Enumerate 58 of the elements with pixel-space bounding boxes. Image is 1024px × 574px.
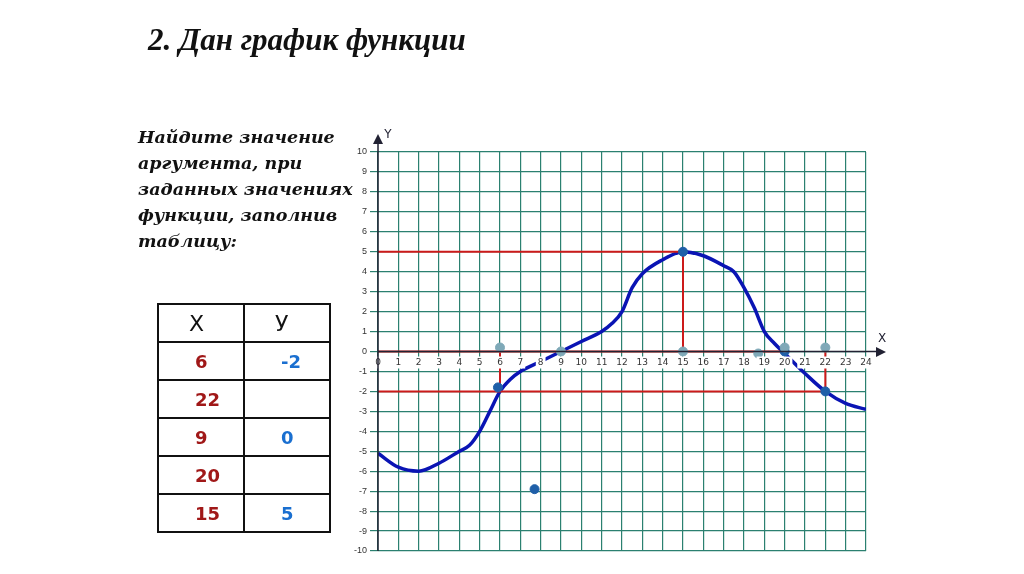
chart-title: 2. Дан график функции xyxy=(148,22,466,58)
y-tick-label: 1 xyxy=(361,326,367,337)
x-tick-label: 15 xyxy=(677,356,689,367)
y-tick-label: -1 xyxy=(358,365,367,376)
y-tick-label: 7 xyxy=(361,206,367,217)
x-tick-label: 12 xyxy=(616,356,628,367)
text: 20 xyxy=(158,456,244,494)
y-tick-label: 6 xyxy=(361,226,367,237)
text: 15 xyxy=(158,494,244,532)
x-tick-label: 10 xyxy=(575,356,588,367)
y-tick-label: -3 xyxy=(358,405,367,416)
y-tick-label: -2 xyxy=(358,385,367,396)
x-tick-label: 7 xyxy=(517,356,524,367)
x-tick-label: 4 xyxy=(456,356,463,367)
y-tick-label: 2 xyxy=(361,306,367,317)
x-tick-label: 8 xyxy=(537,356,544,367)
y-tick-label: 10 xyxy=(356,146,367,157)
x-tick-label: 24 xyxy=(860,356,872,367)
x-tick-label: 6 xyxy=(497,356,504,367)
y-tick-label: 0 xyxy=(361,345,367,356)
x-tick-label: 1 xyxy=(395,356,402,367)
y-tick-label: -9 xyxy=(358,525,367,536)
x-tick-label: 13 xyxy=(636,356,649,367)
x-tick-label: 3 xyxy=(436,356,442,367)
y-tick-label: -10 xyxy=(353,545,367,556)
text: 22 xyxy=(158,380,244,418)
text: У xyxy=(244,304,330,342)
x-tick-label: 14 xyxy=(656,356,669,367)
y-axis-title: Y xyxy=(383,127,393,141)
text: 9 xyxy=(158,418,244,456)
y-tick-label: 9 xyxy=(361,166,367,177)
y-tick-label: 4 xyxy=(361,266,367,277)
y-tick-label: -5 xyxy=(358,445,367,456)
text: Найдите значение аргумента, при заданных значениях функции, заполнив таблицу: xyxy=(138,127,353,251)
y-tick-label: 3 xyxy=(361,286,367,297)
x-tick-label: 23 xyxy=(839,356,852,367)
text: -2 xyxy=(244,342,330,380)
text: 0 xyxy=(244,418,330,456)
x-tick-label: 20 xyxy=(778,356,791,367)
x-tick-label: 16 xyxy=(697,356,710,367)
y-tick-label: -8 xyxy=(358,505,367,516)
y-tick-label: -4 xyxy=(358,425,367,436)
x-tick-label: 9 xyxy=(558,356,565,367)
y-tick-label: -6 xyxy=(358,465,367,476)
x-tick-label: 18 xyxy=(738,356,750,367)
x-tick-label: 19 xyxy=(758,356,771,367)
x-axis-title: X xyxy=(877,330,887,345)
y-tick-label: 5 xyxy=(361,246,367,257)
y-tick-label: -7 xyxy=(358,485,367,496)
text: 5 xyxy=(244,494,330,532)
y-tick-label: 8 xyxy=(361,186,367,197)
text: X xyxy=(158,304,244,342)
x-tick-label: 22 xyxy=(819,356,832,367)
x-tick-label: 11 xyxy=(595,356,608,367)
x-tick-label: 2 xyxy=(415,356,422,367)
x-tick-label: 17 xyxy=(717,356,730,367)
x-tick-label: 21 xyxy=(799,356,811,367)
x-tick-label: 5 xyxy=(476,356,483,367)
